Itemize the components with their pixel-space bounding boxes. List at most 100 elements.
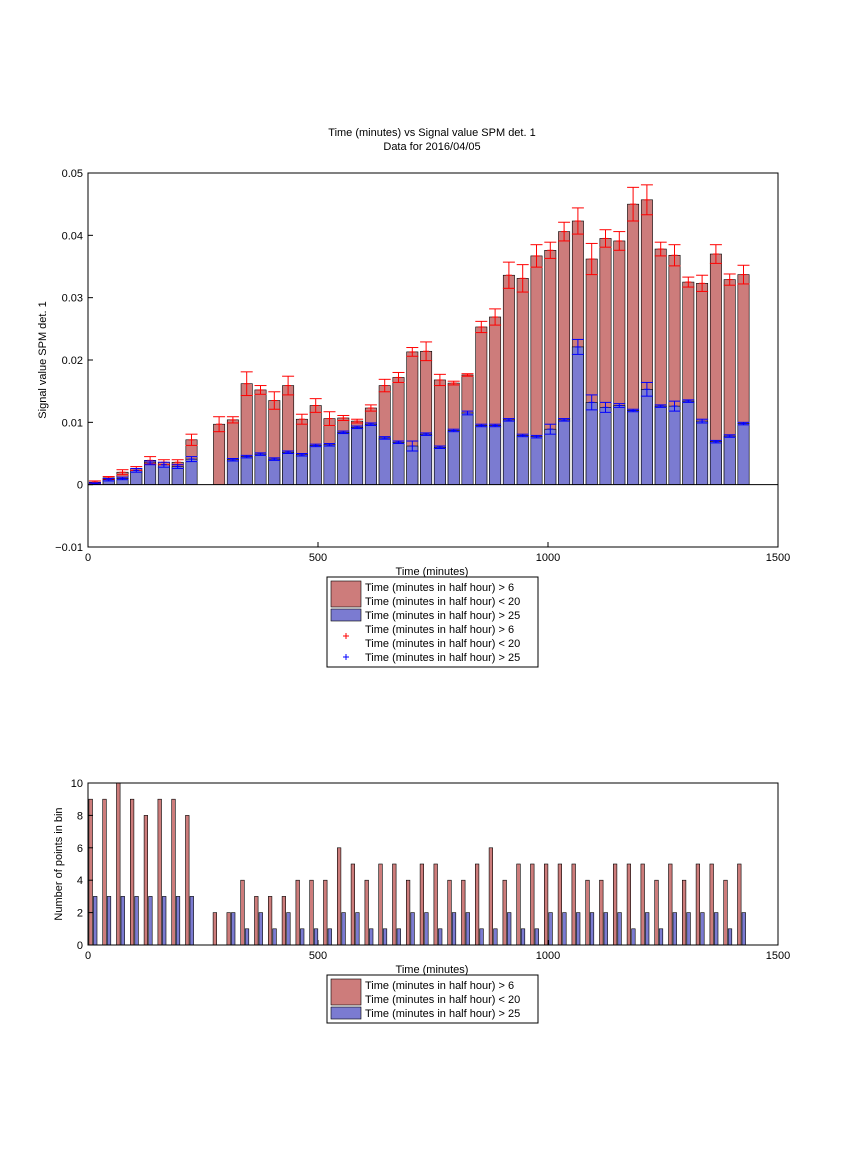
- y-tick-label: 10: [71, 778, 83, 790]
- x-axis-label: Time (minutes): [396, 964, 469, 976]
- count-bar-red: [543, 863, 549, 946]
- y-tick-label: −0.01: [55, 542, 83, 554]
- count-bar-red: [130, 798, 135, 946]
- count-bar-blue: [410, 912, 415, 946]
- y-axis-label: Number of points in bin: [53, 807, 65, 920]
- count-bar-red: [295, 879, 300, 946]
- count-bar-red: [405, 879, 411, 946]
- bar-blue: [668, 405, 681, 485]
- count-bar-red: [612, 863, 618, 946]
- bar-blue: [378, 437, 391, 485]
- count-bar-blue: [382, 928, 388, 946]
- legend-box: [326, 576, 539, 668]
- count-bar-red: [281, 896, 287, 946]
- y-tick-label: 0: [77, 940, 83, 952]
- bar-blue: [530, 436, 543, 485]
- bar-blue: [392, 441, 405, 485]
- bar-blue: [627, 410, 640, 485]
- bar-blue: [737, 423, 750, 485]
- count-bar-blue: [548, 912, 553, 946]
- y-tick-label: 6: [77, 843, 83, 855]
- count-bar-blue: [672, 912, 677, 946]
- count-bar-red: [378, 863, 383, 946]
- bar-blue: [240, 456, 253, 485]
- count-bar-red: [585, 879, 590, 946]
- bar-blue: [654, 405, 667, 485]
- count-bar-red: [309, 879, 314, 946]
- bar-blue: [461, 412, 474, 485]
- count-bar-red: [461, 879, 466, 946]
- x-tick-label: 1500: [766, 552, 790, 564]
- signal-chart: Time (minutes) vs Signal value SPM det. …: [37, 127, 790, 668]
- chart-title: Time (minutes) vs Signal value SPM det. …: [328, 127, 535, 139]
- bar-blue: [295, 454, 308, 485]
- bar-blue: [544, 428, 557, 485]
- count-bar-red: [447, 879, 452, 946]
- bar-blue: [282, 451, 295, 485]
- count-bar-blue: [231, 912, 236, 946]
- count-bar-red: [171, 798, 176, 946]
- count-bar-blue: [120, 896, 125, 946]
- count-bar-blue: [617, 912, 622, 946]
- legend-label: Time (minutes in half hour) < 20: [365, 638, 520, 650]
- y-tick-label: 0.02: [62, 355, 83, 367]
- bar-blue: [516, 435, 529, 485]
- count-bar-red: [557, 863, 562, 946]
- count-bar-red: [185, 815, 190, 946]
- bar-blue: [558, 419, 571, 485]
- count-bar-blue: [465, 912, 470, 946]
- legend-box: [326, 974, 539, 1024]
- count-bar-red: [695, 863, 700, 946]
- count-bar-blue: [424, 912, 429, 946]
- count-bar-red: [143, 815, 149, 946]
- bar-blue: [420, 433, 433, 485]
- count-bar-blue: [493, 928, 498, 946]
- bar-blue: [406, 445, 419, 485]
- count-bar-red: [102, 798, 107, 946]
- count-bar-red: [350, 863, 356, 946]
- count-bar-red: [502, 879, 507, 946]
- x-tick-label: 500: [309, 552, 327, 564]
- x-tick-label: 0: [85, 552, 91, 564]
- count-bar-red: [226, 912, 231, 946]
- count-bar-blue: [645, 912, 650, 946]
- count-bar-blue: [741, 912, 746, 946]
- count-bar-red: [157, 798, 162, 946]
- count-bar-blue: [507, 912, 512, 946]
- count-bar-blue: [341, 912, 346, 946]
- count-bar-blue: [272, 928, 277, 946]
- count-bar-blue: [396, 928, 401, 946]
- bar-blue: [723, 435, 736, 485]
- count-bar-blue: [355, 912, 360, 946]
- count-bar-red: [668, 863, 673, 946]
- y-tick-label: 2: [77, 908, 83, 920]
- bar-blue: [364, 423, 377, 485]
- legend-label: Time (minutes in half hour) > 25: [365, 610, 520, 622]
- count-chart: 0 500 1000 1500 0 2 4 6 8 10 Time (minutes) Numbe…: [53, 778, 790, 1024]
- count-bar-red: [571, 863, 576, 946]
- count-bar-red: [709, 863, 714, 946]
- bar-blue: [475, 425, 488, 485]
- y-tick-label: 4: [77, 875, 83, 887]
- y-tick-label: 0.03: [62, 293, 83, 305]
- x-tick-label: 500: [309, 950, 327, 962]
- x-tick-label: 1500: [766, 950, 790, 962]
- count-bar-blue: [300, 928, 305, 946]
- count-bar-blue: [93, 896, 98, 946]
- legend-swatch-blue: [330, 608, 362, 622]
- legend-label: Time (minutes in half hour) > 6: [365, 980, 514, 992]
- bar-blue: [144, 462, 157, 485]
- count-bar-red: [516, 863, 521, 946]
- count-bar-blue: [479, 928, 484, 946]
- count-bar-blue: [134, 896, 139, 946]
- count-bar-red: [364, 879, 369, 946]
- y-tick-label: 0.05: [62, 168, 83, 180]
- count-bar-blue: [631, 928, 636, 946]
- count-bar-red: [88, 798, 93, 946]
- count-bar-red: [267, 896, 273, 946]
- bar-blue: [254, 453, 267, 485]
- legend: Time (minutes in half hour) > 6 Time (min…: [326, 974, 539, 1024]
- count-bar-blue: [562, 912, 567, 946]
